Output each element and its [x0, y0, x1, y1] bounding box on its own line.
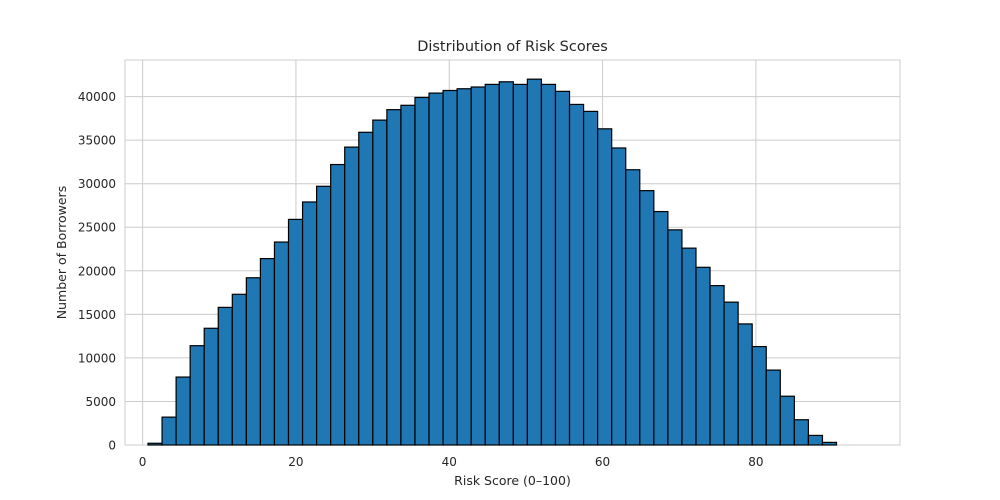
histogram-bar	[793, 419, 810, 446]
histogram-bar	[653, 210, 669, 446]
histogram-bar	[540, 83, 557, 446]
histogram-bar	[667, 229, 683, 446]
y-tick-label: 5000	[85, 395, 116, 409]
histogram-bar	[245, 277, 262, 446]
histogram-bar	[807, 434, 824, 446]
histogram-bar	[639, 190, 655, 446]
histogram-bar	[456, 88, 472, 446]
histogram-bar	[203, 327, 219, 446]
histogram-bar	[597, 128, 613, 446]
histogram-bar	[358, 131, 374, 446]
y-tick-label: 0	[108, 439, 116, 453]
histogram-bar	[301, 201, 318, 446]
histogram-bar	[372, 119, 388, 446]
histogram-bar	[316, 185, 332, 446]
histogram-bar	[386, 109, 402, 446]
y-axis-label: Number of Borrowers	[54, 186, 69, 319]
y-tick-label: 15000	[78, 308, 116, 322]
histogram-bar	[723, 301, 739, 446]
histogram-bar	[709, 284, 725, 446]
y-tick-label: 10000	[78, 351, 116, 365]
histogram-bar	[344, 146, 360, 446]
x-axis-label: Risk Score (0–100)	[454, 473, 571, 488]
x-tick-label: 0	[139, 455, 147, 469]
y-tick-label: 40000	[78, 90, 116, 104]
y-tick-label: 35000	[78, 134, 116, 148]
histogram-bar	[470, 86, 486, 446]
histogram-bar	[161, 416, 177, 446]
bars	[147, 78, 838, 446]
histogram-bar	[498, 81, 514, 446]
histogram-bar	[582, 110, 599, 446]
histogram-bar	[512, 83, 528, 446]
y-tick-labels: 0 5000 10000 15000 20000 25000 30000 35000 40000	[78, 90, 116, 452]
y-tick-label: 25000	[78, 221, 116, 235]
histogram-bar	[625, 169, 641, 446]
histogram-bar	[779, 395, 795, 446]
histogram-bar	[400, 104, 416, 446]
histogram-bar	[821, 441, 838, 446]
x-tick-labels: 0 20 40 60 80	[139, 455, 764, 469]
histogram-bar	[259, 257, 276, 446]
x-tick-label: 80	[748, 455, 763, 469]
histogram-bar	[568, 103, 585, 446]
histogram-bar	[765, 369, 781, 446]
histogram-bar	[554, 90, 571, 446]
chart-title: Distribution of Risk Scores	[417, 39, 608, 55]
histogram-bar	[428, 92, 444, 446]
y-tick-label: 30000	[78, 177, 116, 191]
x-tick-label: 60	[595, 455, 610, 469]
x-tick-label: 20	[288, 455, 303, 469]
histogram-bar	[484, 83, 500, 446]
y-tick-label: 20000	[78, 264, 116, 278]
histogram-bar	[681, 247, 697, 446]
histogram-bar	[147, 442, 163, 446]
histogram-bar	[414, 96, 430, 446]
histogram-bar	[737, 323, 753, 446]
histogram-bar	[189, 345, 205, 446]
x-tick-label: 40	[442, 455, 457, 469]
histogram-bar	[217, 306, 233, 446]
histogram-bar	[287, 218, 304, 446]
histogram-bar	[231, 293, 247, 446]
histogram-bar	[442, 89, 458, 446]
histogram-bar	[611, 147, 627, 446]
histogram-bar	[751, 345, 767, 446]
histogram-bar	[526, 78, 543, 446]
histogram-bar	[330, 163, 346, 446]
histogram-bar	[695, 266, 711, 446]
histogram-bar	[175, 376, 191, 446]
histogram-bar	[273, 241, 290, 446]
